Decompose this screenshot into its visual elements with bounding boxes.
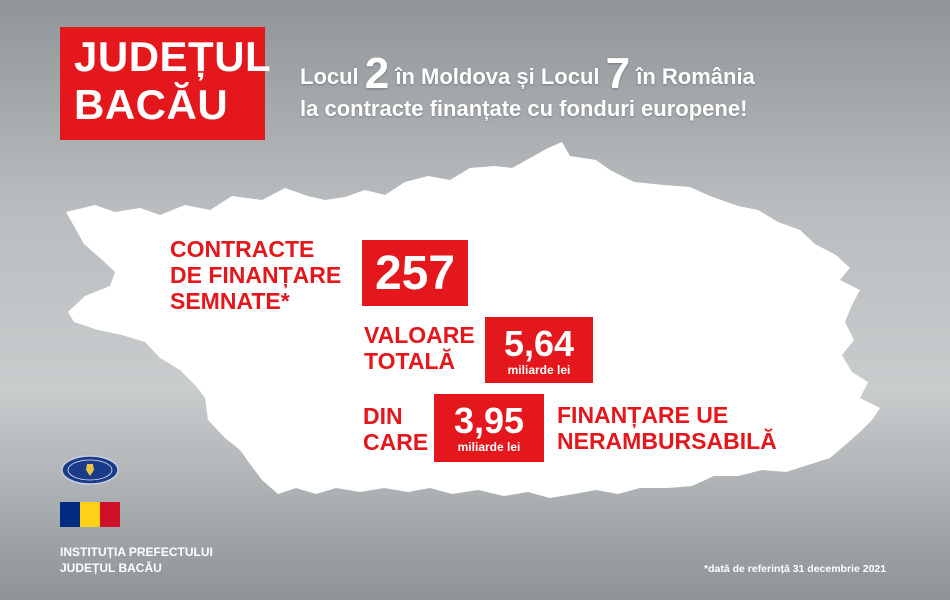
total-value: 5,64 <box>503 323 575 364</box>
eu-value-box: 3,95 miliarde lei <box>434 394 544 462</box>
contracts-label: CONTRACTE DE FINANȚARE SEMNATE* <box>170 236 342 314</box>
rank-romania: 7 <box>605 49 631 98</box>
contracts-value-box: 257 <box>362 240 468 306</box>
government-emblem-icon <box>61 455 119 485</box>
total-label: VALOARE TOTALĂ <box>364 322 475 374</box>
din-care-label: DIN CARE <box>363 403 429 455</box>
county-title-line2: BACĂU <box>74 81 229 128</box>
headline: Locul 2 în Moldova și Locul 7 în România… <box>300 49 900 125</box>
romania-flag-icon <box>60 502 120 527</box>
total-value-box: 5,64 miliarde lei <box>485 317 593 383</box>
eu-value: 3,95 <box>453 400 525 441</box>
rank-moldova: 2 <box>364 49 390 98</box>
eu-unit: miliarde lei <box>457 440 521 454</box>
footnote: *dată de referință 31 decembrie 2021 <box>704 563 887 575</box>
headline-line2: la contracte finanțate cu fonduri europe… <box>300 96 748 121</box>
county-title-box: JUDEȚUL BACĂU <box>60 27 272 140</box>
headline-line1: Locul 2 în Moldova și Locul 7 în România <box>300 49 755 98</box>
contracts-value: 257 <box>374 247 456 300</box>
total-unit: miliarde lei <box>507 363 571 377</box>
eu-label: FINANȚARE UE NERAMBURSABILĂ <box>557 402 777 454</box>
institution-name: INSTITUȚIA PREFECTULUI JUDEȚUL BACĂU <box>60 545 213 575</box>
county-title-line1: JUDEȚUL <box>74 33 272 80</box>
